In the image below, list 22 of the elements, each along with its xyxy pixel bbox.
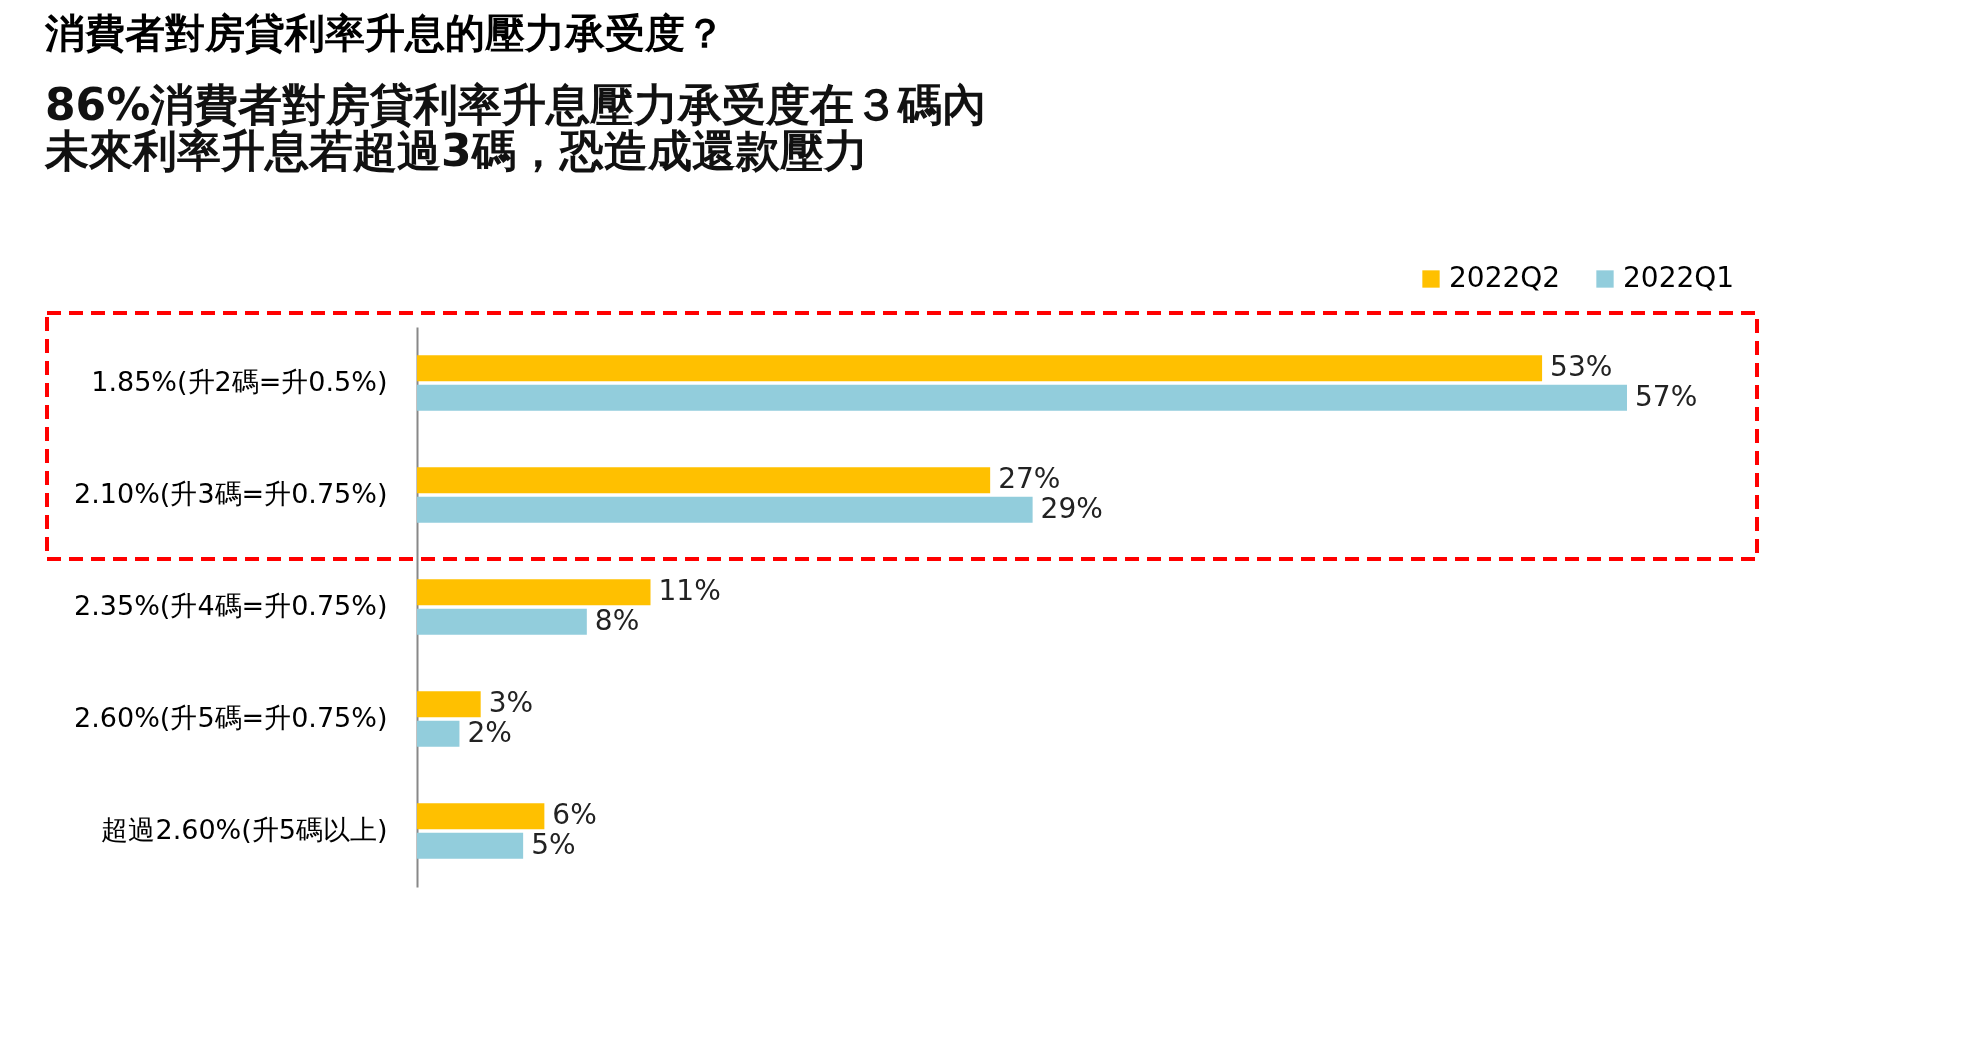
bar	[417, 803, 545, 830]
data-label: 53%	[1550, 350, 1613, 384]
data-label: 8%	[594, 603, 640, 637]
legend-label: 2022Q2	[1449, 261, 1561, 294]
y-tick-label: 2.10%(升3碼=升0.75%)	[74, 478, 388, 509]
y-tick-label: 2.60%(升5碼=升0.75%)	[74, 702, 388, 733]
bar	[417, 579, 651, 606]
bar	[417, 832, 524, 859]
bar	[417, 384, 1627, 411]
bar	[417, 467, 991, 494]
y-tick-label: 1.85%(升2碼=升0.5%)	[91, 366, 388, 397]
bar	[417, 691, 481, 718]
chart-title: 消費者對房貸利率升息的壓力承受度？	[44, 10, 725, 56]
bar	[417, 355, 1543, 382]
bar	[417, 496, 1033, 523]
bar	[417, 608, 587, 635]
data-label: 11%	[658, 574, 721, 608]
legend-label: 2022Q1	[1623, 261, 1735, 294]
data-label: 57%	[1635, 379, 1698, 413]
bar	[417, 720, 460, 747]
y-tick-label: 2.35%(升4碼=升0.75%)	[74, 590, 388, 621]
y-tick-label: 超過2.60%(升5碼以上)	[101, 814, 388, 845]
